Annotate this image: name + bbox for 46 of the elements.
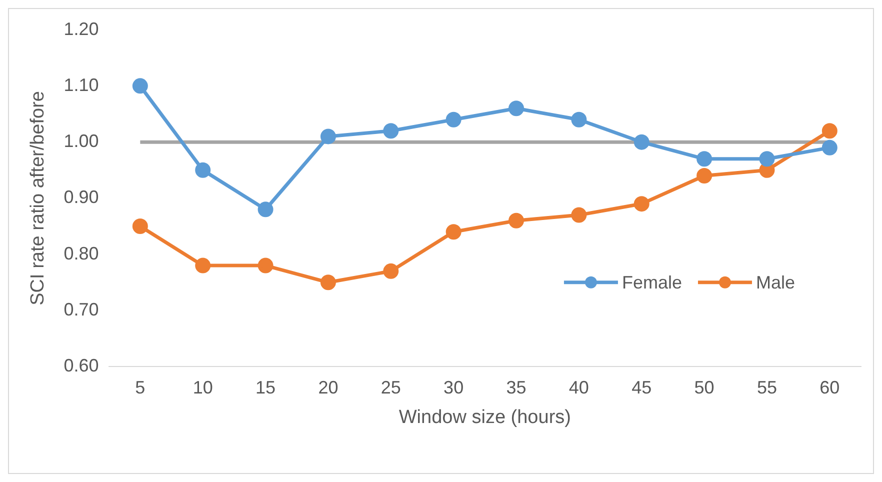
point [320,274,336,290]
legend-label: Female [622,272,682,292]
point [258,202,274,218]
x-tick-label: 40 [568,377,589,398]
point [195,258,211,274]
point [508,100,524,116]
x-tick-label: 60 [820,377,840,398]
point [258,258,274,274]
legend-label: Male [756,272,795,292]
y-axis-title: SCI rate ratio after/before [28,91,49,306]
x-tick-label: 35 [506,377,526,398]
x-tick-label: 20 [318,377,338,398]
x-tick-label: 25 [380,377,401,398]
y-tick-label: 0.80 [64,243,99,264]
point [634,134,650,150]
y-tick-label: 1.00 [64,131,99,152]
y-tick-label: 0.90 [64,187,99,208]
y-tick-label: 0.70 [64,299,99,320]
x-axis-title: Window size (hours) [398,406,571,428]
x-tick-label: 30 [444,377,464,398]
point [195,162,211,178]
point [696,151,712,167]
point [446,224,462,240]
x-tick-label: 5 [135,377,146,398]
point [759,151,775,167]
x-tick-label: 10 [192,377,213,398]
y-tick-label: 0.60 [64,356,99,376]
y-tick-label: 1.20 [64,18,99,39]
point [132,78,148,94]
point [383,123,399,139]
point [320,128,336,144]
x-tick-label: 45 [632,377,652,398]
y-tick-label: 1.10 [64,74,99,95]
point [696,168,712,184]
point [634,196,650,212]
point [508,212,524,228]
point [571,112,587,128]
point [822,140,838,156]
x-tick-label: 55 [756,377,777,398]
point [446,112,462,128]
point [822,123,838,139]
point [383,263,399,279]
point [571,207,587,223]
x-tick-label: 15 [256,377,276,398]
x-tick-label: 50 [694,377,714,398]
point [132,218,148,234]
